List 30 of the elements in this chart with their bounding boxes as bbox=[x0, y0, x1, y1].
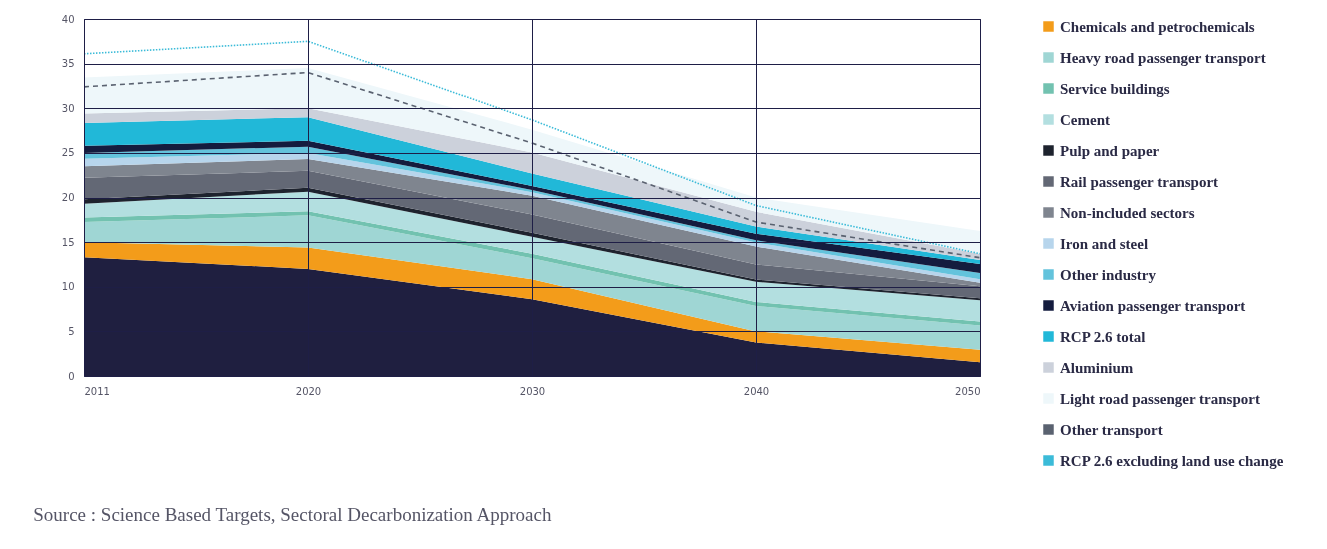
source-note: Source : Science Based Targets, Sectoral Decarbonization Approach bbox=[33, 504, 552, 525]
legend-label: Chemicals and petrochemicals bbox=[1060, 18, 1255, 35]
legend-label: Light road passenger transport bbox=[1060, 390, 1260, 407]
x-tick-label: 2030 bbox=[519, 385, 546, 397]
legend-label: Rail passenger transport bbox=[1060, 173, 1219, 190]
y-tick-label: 30 bbox=[61, 102, 75, 114]
legend-label: Aluminium bbox=[1060, 359, 1134, 376]
legend-label: Pulp and paper bbox=[1060, 142, 1160, 159]
legend-label: Aviation passenger transport bbox=[1060, 297, 1246, 314]
legend-label: RCP 2.6 excluding land use change bbox=[1060, 452, 1284, 469]
y-tick-label: 15 bbox=[61, 236, 75, 248]
y-tick-label: 40 bbox=[61, 13, 75, 25]
y-tick-label: 5 bbox=[68, 325, 75, 337]
legend-label: RCP 2.6 total bbox=[1060, 328, 1146, 345]
legend-label: Non-included sectors bbox=[1060, 204, 1195, 221]
x-tick-label: 2020 bbox=[295, 385, 322, 397]
legend-label: Cement bbox=[1060, 111, 1110, 128]
y-tick-label: 35 bbox=[61, 58, 75, 70]
y-tick-label: 10 bbox=[61, 281, 75, 293]
y-tick-label: 20 bbox=[61, 192, 75, 203]
legend-label: Other industry bbox=[1060, 266, 1157, 283]
x-tick-label: 2040 bbox=[743, 385, 770, 397]
y-tick-label: 0 bbox=[68, 370, 75, 382]
legend-label: Service buildings bbox=[1060, 80, 1170, 97]
legend-label: Iron and steel bbox=[1060, 235, 1149, 252]
legend-label: Other transport bbox=[1060, 421, 1163, 438]
x-tick-label: 2011 bbox=[84, 385, 110, 397]
x-tick-label: 2050 bbox=[955, 385, 981, 397]
legend-label: Heavy road passenger transport bbox=[1060, 49, 1266, 66]
y-tick-label: 25 bbox=[61, 147, 75, 159]
